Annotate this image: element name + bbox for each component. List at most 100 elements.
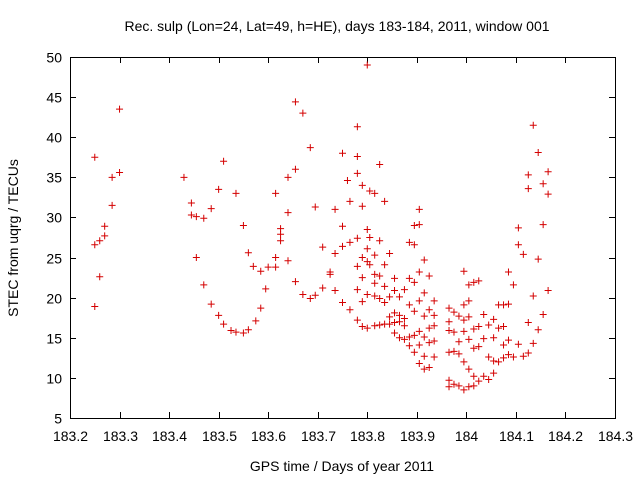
data-point [187, 199, 195, 207]
y-tick-label: 20 [46, 291, 62, 307]
data-point [504, 300, 512, 308]
data-point [306, 144, 314, 152]
data-point [339, 149, 346, 157]
data-point [455, 312, 463, 320]
y-tick-label: 50 [46, 50, 62, 66]
data-point [391, 274, 399, 282]
data-point [445, 348, 453, 356]
data-point [346, 238, 354, 246]
data-point [187, 211, 195, 219]
data-point [524, 349, 532, 357]
data-point [420, 365, 428, 373]
data-point [450, 347, 458, 355]
y-tick-label: 30 [46, 210, 62, 226]
data-point [284, 257, 292, 265]
data-point [465, 383, 473, 391]
data-point [353, 169, 361, 177]
data-point [534, 148, 542, 156]
data-point [358, 181, 366, 189]
data-point [480, 372, 488, 380]
data-point [395, 293, 403, 301]
data-point [353, 316, 361, 324]
data-point [358, 323, 366, 331]
data-point [244, 249, 252, 257]
data-point [460, 358, 468, 366]
data-point [485, 375, 493, 383]
x-tick-label: 183.9 [400, 428, 435, 444]
data-point [207, 205, 215, 213]
data-point [395, 334, 403, 342]
data-point [386, 293, 394, 301]
data-point [386, 250, 394, 258]
data-point [534, 255, 542, 263]
data-point [192, 213, 200, 221]
data-point [470, 278, 478, 286]
data-point [232, 328, 240, 336]
data-point [277, 237, 285, 245]
data-point [272, 263, 280, 271]
data-point [339, 222, 346, 230]
x-tick-label: 183.7 [301, 428, 336, 444]
data-point [244, 326, 252, 334]
data-point [291, 165, 299, 173]
data-point [180, 173, 188, 181]
data-point [343, 177, 351, 185]
data-point [272, 254, 280, 262]
data-point [331, 250, 339, 258]
data-point [371, 322, 379, 330]
data-point [366, 187, 374, 195]
data-point [299, 290, 307, 298]
data-point [311, 203, 319, 211]
data-point [91, 153, 99, 161]
data-point [410, 241, 418, 249]
data-point [519, 250, 527, 258]
x-tick-label: 183.6 [251, 428, 286, 444]
x-tick-label: 183.4 [152, 428, 187, 444]
data-point [96, 237, 104, 245]
data-point [391, 319, 399, 327]
data-point [353, 262, 361, 270]
x-tick-label: 183.8 [350, 428, 385, 444]
data-point [450, 308, 458, 316]
data-point [445, 318, 453, 326]
data-point [495, 358, 503, 366]
axis-ticks: 183.2 183.3 183.4 183.5 183.6 183.7 183.8 183.9… [46, 50, 633, 445]
data-point [363, 290, 371, 298]
data-point [455, 382, 463, 390]
data-point [391, 309, 399, 317]
data-point [445, 376, 453, 384]
data-point [420, 312, 428, 320]
data-point [490, 315, 498, 323]
data-point [470, 344, 478, 352]
data-point [207, 300, 215, 308]
x-tick-label: 184.1 [499, 428, 534, 444]
data-point [514, 241, 522, 249]
data-point [475, 343, 483, 351]
data-point [480, 335, 488, 343]
data-point [264, 263, 272, 271]
data-point [405, 342, 413, 350]
data-point [272, 189, 280, 197]
data-point [529, 121, 537, 129]
data-point [376, 294, 384, 302]
data-point [415, 221, 423, 229]
data-point [291, 278, 299, 286]
data-point [445, 327, 453, 335]
y-tick-label: 35 [46, 170, 62, 186]
data-point [425, 272, 433, 280]
data-point [425, 363, 433, 371]
data-point [465, 281, 473, 289]
data-point [514, 224, 522, 232]
data-point [400, 335, 408, 343]
data-point [306, 294, 314, 302]
data-point [420, 289, 428, 297]
data-point [405, 301, 413, 309]
data-point [239, 329, 247, 337]
data-point [430, 322, 438, 330]
data-point [262, 285, 270, 293]
data-point [339, 242, 346, 250]
data-point [358, 298, 366, 306]
data-point [381, 282, 389, 290]
data-point [346, 197, 354, 205]
